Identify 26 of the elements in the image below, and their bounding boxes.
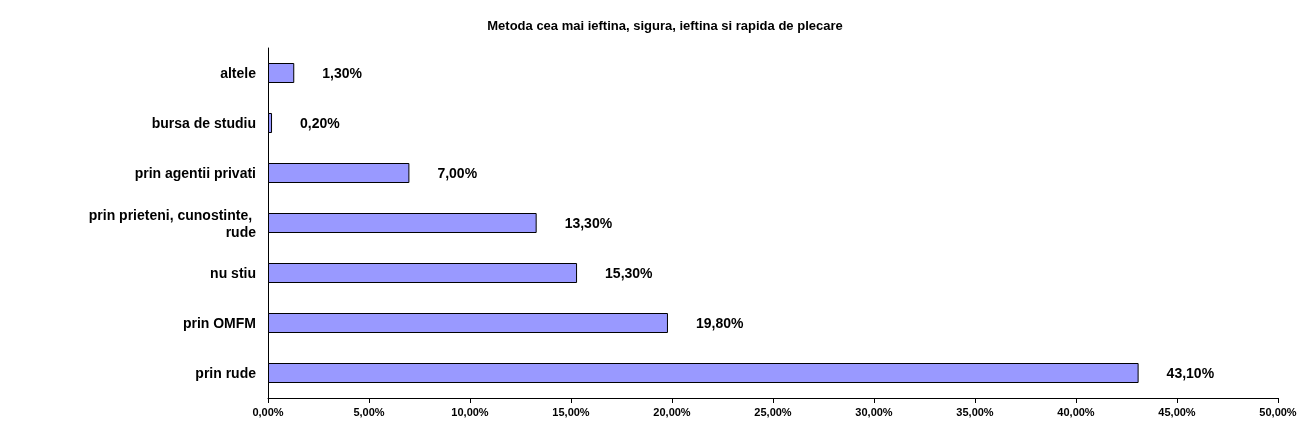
x-tick-label: 10,00% [451, 405, 489, 418]
y-tick-label: prin prieteni, cunostinte, rude [88, 206, 257, 240]
x-tick-label: 5,00% [353, 405, 385, 418]
data-label: 43,10% [1166, 365, 1215, 381]
chart-title: Metoda cea mai ieftina, sigura, ieftina si rapida de plecare [487, 18, 843, 33]
x-tick-label: 40,00% [1057, 405, 1095, 418]
y-tick-label: nu stiu [210, 265, 256, 281]
data-label: 7,00% [437, 165, 478, 181]
x-tick-label: 0,00% [252, 405, 284, 418]
x-tick-label: 35,00% [956, 405, 994, 418]
y-tick-label: prin rude [195, 365, 257, 381]
x-tick-label: 25,00% [754, 405, 792, 418]
y-tick-label: bursa de studiu [151, 115, 256, 131]
x-tick-label: 20,00% [653, 405, 691, 418]
x-tick-label: 45,00% [1158, 405, 1196, 418]
x-tick-label: 30,00% [855, 405, 893, 418]
data-label: 1,30% [322, 65, 363, 81]
x-tick-label: 15,00% [552, 405, 590, 418]
data-label: 19,80% [695, 315, 744, 331]
y-tick-label: prin OMFM [182, 315, 256, 331]
data-label: 15,30% [605, 265, 654, 281]
y-tick-label: altele [220, 65, 257, 81]
data-label: 13,30% [564, 215, 613, 231]
x-tick-label: 50,00% [1259, 405, 1297, 418]
y-tick-label: prin agentii privati [134, 165, 256, 181]
data-label: 0,20% [300, 115, 341, 131]
